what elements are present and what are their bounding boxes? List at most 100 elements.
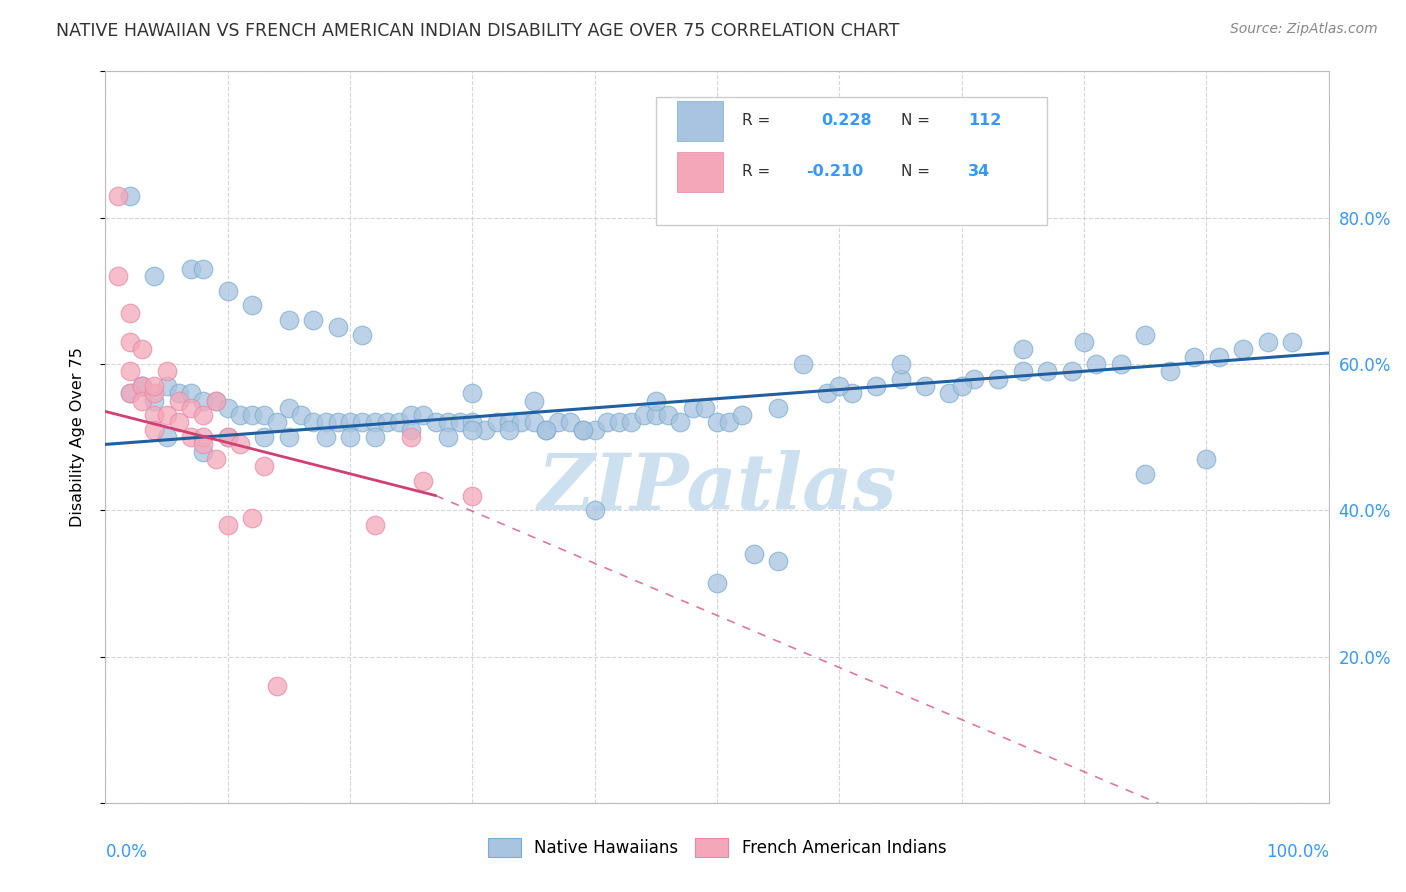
Point xyxy=(131,343,153,357)
Point xyxy=(815,386,838,401)
Point xyxy=(1232,343,1254,357)
Point xyxy=(375,416,398,430)
Point xyxy=(131,379,153,393)
Point xyxy=(792,357,814,371)
Point xyxy=(143,423,166,437)
Point xyxy=(193,261,215,276)
Point xyxy=(193,393,215,408)
Point xyxy=(131,379,153,393)
Point xyxy=(718,416,741,430)
Point xyxy=(1011,343,1033,357)
Text: R =: R = xyxy=(741,113,775,128)
Text: 100.0%: 100.0% xyxy=(1265,843,1329,861)
Point xyxy=(217,430,239,444)
Point xyxy=(425,416,447,430)
Point xyxy=(1085,357,1108,371)
Point xyxy=(326,416,349,430)
Point xyxy=(253,430,276,444)
Point xyxy=(278,430,301,444)
Point xyxy=(278,401,301,415)
Point xyxy=(437,430,460,444)
Point xyxy=(217,284,239,298)
Point xyxy=(534,423,557,437)
Text: 0.0%: 0.0% xyxy=(105,843,148,861)
Legend: Native Hawaiians, French American Indians: Native Hawaiians, French American Indian… xyxy=(481,831,953,864)
Text: -0.210: -0.210 xyxy=(807,164,863,179)
Text: Source: ZipAtlas.com: Source: ZipAtlas.com xyxy=(1230,22,1378,37)
Point xyxy=(388,416,411,430)
Point xyxy=(363,430,385,444)
Point xyxy=(768,554,790,568)
Point xyxy=(547,416,569,430)
Point xyxy=(131,393,153,408)
Point xyxy=(682,401,704,415)
Point xyxy=(217,401,239,415)
FancyBboxPatch shape xyxy=(655,97,1047,225)
Point xyxy=(240,298,263,312)
Point xyxy=(118,188,141,202)
Point xyxy=(412,474,434,488)
Point xyxy=(1011,364,1033,378)
Point xyxy=(706,576,728,591)
Point xyxy=(302,416,325,430)
Point xyxy=(180,430,202,444)
Point xyxy=(156,430,179,444)
Point xyxy=(914,379,936,393)
Text: N =: N = xyxy=(900,164,935,179)
Point xyxy=(583,503,606,517)
Point xyxy=(461,489,484,503)
Point xyxy=(1159,364,1181,378)
Point xyxy=(266,416,288,430)
Point xyxy=(118,306,141,320)
Point xyxy=(1109,357,1132,371)
Point xyxy=(143,379,166,393)
Point xyxy=(180,261,202,276)
Text: R =: R = xyxy=(741,164,775,179)
Point xyxy=(644,408,668,422)
Point xyxy=(1073,334,1095,349)
Point xyxy=(938,386,960,401)
Point xyxy=(522,393,544,408)
Point xyxy=(107,188,129,202)
Point xyxy=(118,334,141,349)
Point xyxy=(352,327,374,342)
Point xyxy=(889,357,911,371)
Point xyxy=(841,386,863,401)
Point xyxy=(571,423,593,437)
Point xyxy=(1060,364,1083,378)
Text: 34: 34 xyxy=(967,164,990,179)
Point xyxy=(302,313,325,327)
Point xyxy=(363,517,385,532)
Point xyxy=(253,408,276,422)
Point xyxy=(461,386,484,401)
Point xyxy=(326,320,349,334)
Point xyxy=(253,459,276,474)
Point xyxy=(1256,334,1278,349)
Point xyxy=(180,386,202,401)
Point xyxy=(522,416,544,430)
Point xyxy=(1036,364,1059,378)
Point xyxy=(1208,350,1230,364)
Point xyxy=(193,444,215,458)
Point xyxy=(498,416,520,430)
Point xyxy=(193,437,215,451)
Point xyxy=(560,416,582,430)
Point xyxy=(180,401,202,415)
Point xyxy=(474,423,496,437)
Point xyxy=(607,416,630,430)
Point xyxy=(596,416,619,430)
Point xyxy=(401,408,423,422)
Point xyxy=(449,416,471,430)
Point xyxy=(118,386,141,401)
Y-axis label: Disability Age Over 75: Disability Age Over 75 xyxy=(70,347,84,527)
Point xyxy=(1281,334,1303,349)
Point xyxy=(571,423,593,437)
Point xyxy=(193,408,215,422)
Point xyxy=(987,371,1010,385)
Point xyxy=(240,408,263,422)
Point xyxy=(266,679,288,693)
Point xyxy=(437,416,460,430)
Point xyxy=(401,430,423,444)
Point xyxy=(118,386,141,401)
Point xyxy=(315,416,337,430)
